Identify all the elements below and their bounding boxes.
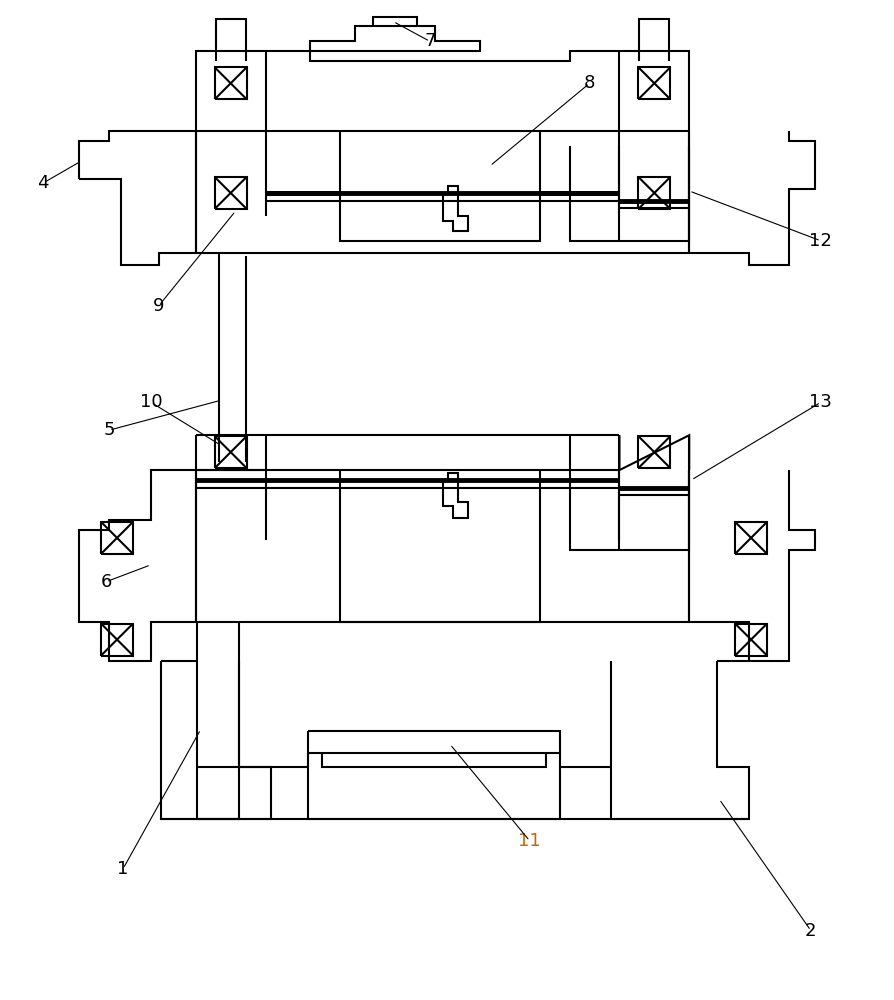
Text: 1: 1 [117, 860, 129, 878]
Text: 8: 8 [583, 74, 595, 92]
Text: 2: 2 [805, 922, 815, 940]
Text: 11: 11 [518, 832, 541, 850]
Text: 10: 10 [139, 393, 162, 411]
Text: 6: 6 [100, 573, 112, 591]
Text: 4: 4 [38, 174, 49, 192]
Text: 12: 12 [808, 232, 831, 250]
Text: 13: 13 [808, 393, 831, 411]
Text: 5: 5 [103, 421, 114, 439]
Text: 9: 9 [153, 297, 164, 315]
Text: 7: 7 [424, 32, 435, 50]
